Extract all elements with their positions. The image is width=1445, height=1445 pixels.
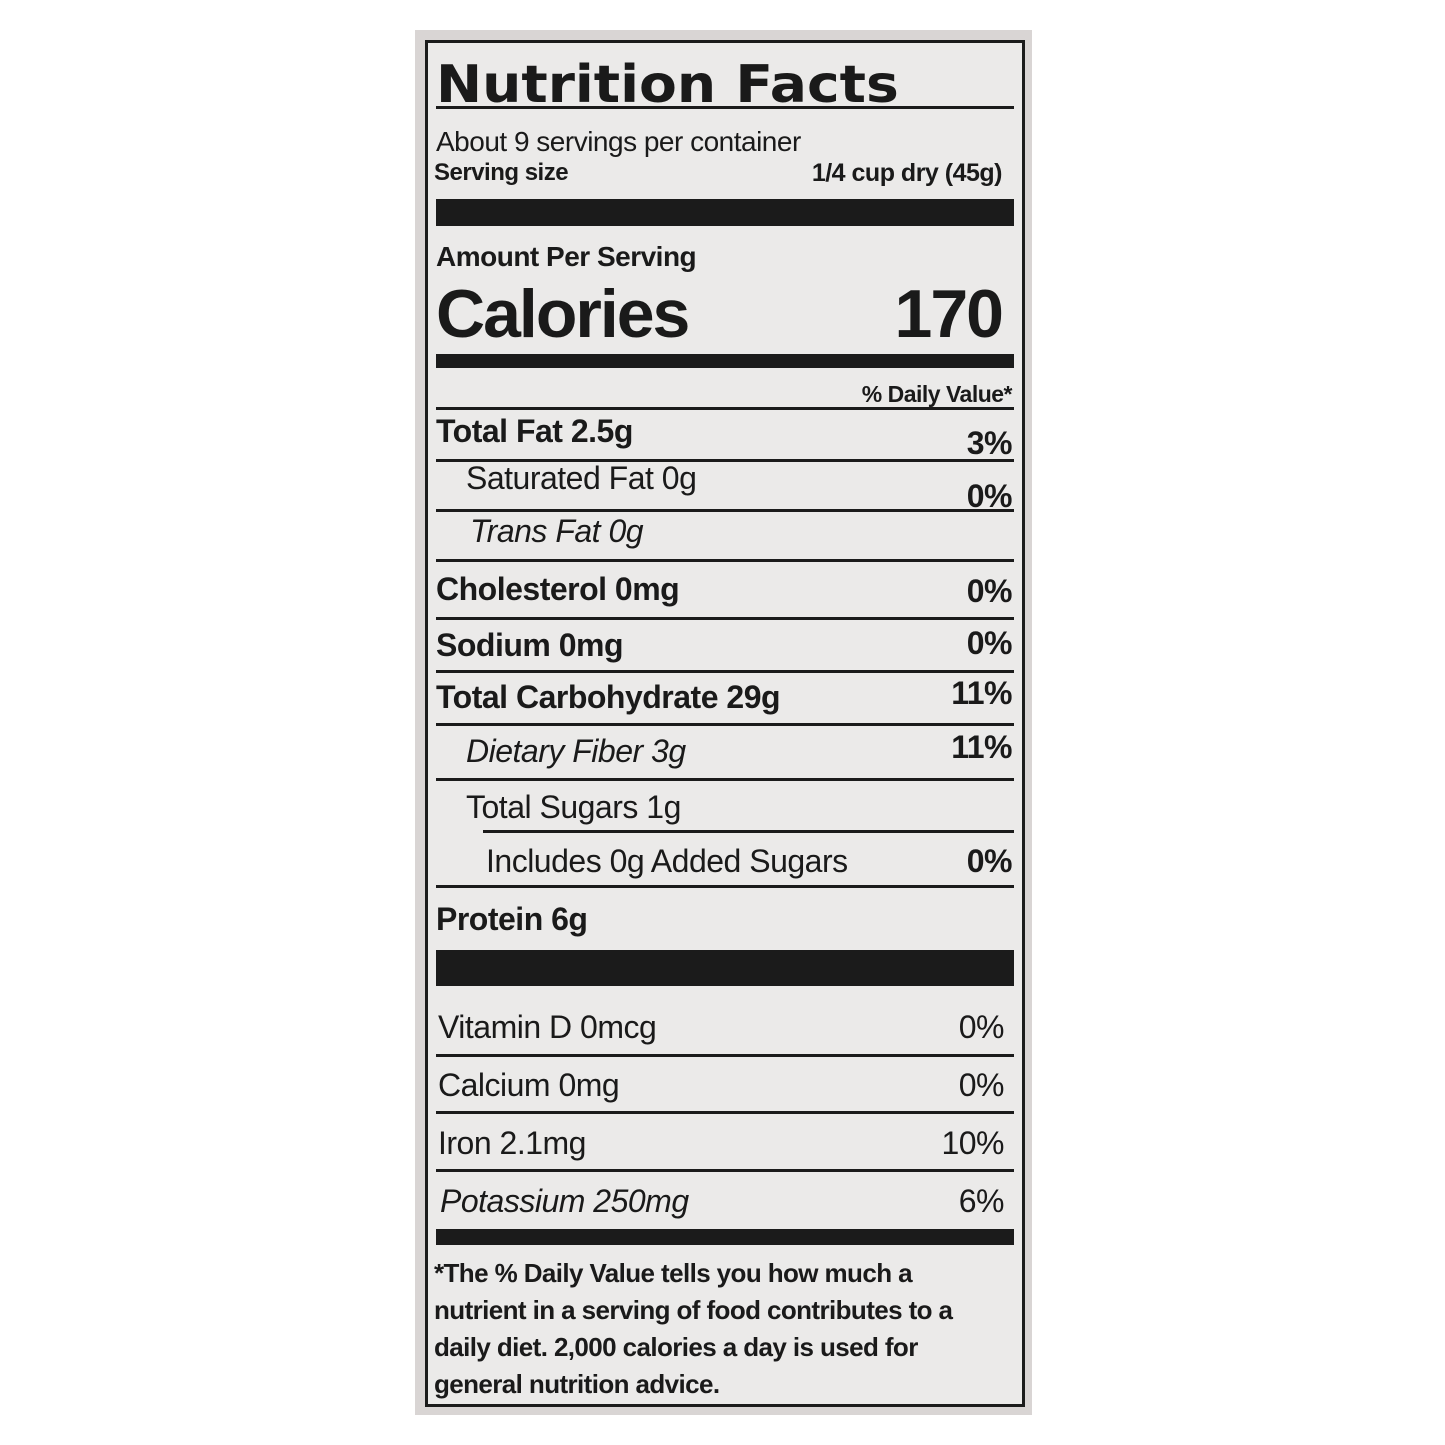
potassium: Potassium 250mg bbox=[440, 1183, 689, 1219]
divider bbox=[483, 830, 1014, 833]
dv-sodium: 0% bbox=[966, 625, 1013, 661]
dv-vitamin-d: 0% bbox=[958, 1009, 1005, 1045]
dv-dietary-fiber: 11% bbox=[951, 729, 1012, 765]
dv-potassium: 6% bbox=[958, 1183, 1005, 1219]
vitamin-d: Vitamin D 0mcg bbox=[438, 1009, 657, 1045]
nutrient-cholesterol: Cholesterol 0mg bbox=[436, 571, 680, 607]
dv-cholesterol: 0% bbox=[966, 573, 1013, 609]
footnote: *The % Daily Value tells you how much a … bbox=[434, 1258, 953, 1399]
nutrient-total-sugars: Total Sugars 1g bbox=[466, 789, 681, 825]
nutrition-facts-label: Nutrition Facts About 9 servings per con… bbox=[425, 40, 1025, 1407]
servings-per-container: About 9 servings per container bbox=[436, 126, 801, 157]
iron: Iron 2.1mg bbox=[438, 1125, 586, 1161]
dv-calcium: 0% bbox=[958, 1067, 1005, 1103]
thick-divider bbox=[436, 199, 1014, 226]
divider bbox=[436, 617, 1014, 620]
divider bbox=[436, 1054, 1014, 1057]
nutrient-sodium: Sodium 0mg bbox=[436, 627, 624, 663]
amount-per-serving: Amount Per Serving bbox=[436, 241, 697, 272]
dv-total-fat: 3% bbox=[966, 425, 1013, 461]
divider bbox=[436, 509, 1014, 512]
divider bbox=[436, 670, 1014, 673]
nutrient-saturated-fat: Saturated Fat 0g bbox=[466, 460, 697, 496]
dv-total-carbohydrate: 11% bbox=[951, 675, 1012, 711]
divider bbox=[436, 106, 1014, 109]
daily-value-header: % Daily Value* bbox=[861, 381, 1013, 407]
title: Nutrition Facts bbox=[436, 55, 899, 115]
nutrient-total-carbohydrate: Total Carbohydrate 29g bbox=[436, 679, 781, 715]
nutrient-trans-fat: Trans Fat 0g bbox=[470, 513, 644, 549]
calories-value: 170 bbox=[894, 276, 1004, 352]
nutrient-total-fat: Total Fat 2.5g bbox=[436, 413, 633, 449]
divider bbox=[436, 723, 1014, 726]
thick-divider bbox=[436, 950, 1014, 986]
divider bbox=[436, 459, 1014, 462]
nutrient-dietary-fiber: Dietary Fiber 3g bbox=[466, 733, 686, 769]
divider bbox=[436, 559, 1014, 562]
calories-label: Calories bbox=[436, 276, 690, 352]
divider bbox=[436, 1111, 1014, 1114]
dv-added-sugars: 0% bbox=[966, 843, 1013, 879]
divider bbox=[436, 1169, 1014, 1172]
calcium: Calcium 0mg bbox=[438, 1067, 620, 1103]
divider bbox=[436, 778, 1014, 781]
nutrient-added-sugars: Includes 0g Added Sugars bbox=[486, 843, 848, 879]
dv-iron: 10% bbox=[941, 1125, 1004, 1161]
medium-divider bbox=[436, 354, 1014, 368]
divider bbox=[436, 885, 1014, 888]
dv-saturated-fat: 0% bbox=[966, 478, 1013, 514]
thick-divider bbox=[436, 1229, 1014, 1245]
divider bbox=[436, 407, 1014, 410]
serving-size-label: Serving size bbox=[434, 159, 569, 186]
nutrient-protein: Protein 6g bbox=[436, 901, 588, 937]
serving-size-value: 1/4 cup dry (45g) bbox=[811, 159, 1003, 187]
